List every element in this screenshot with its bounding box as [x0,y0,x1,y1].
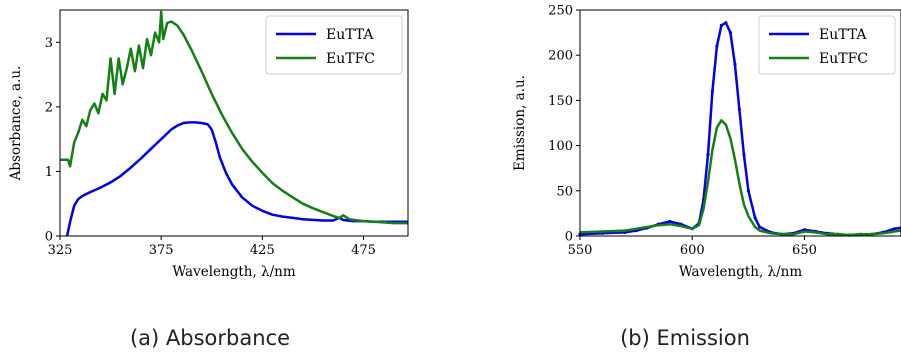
em-series-line-eutfc [579,119,901,237]
em-ytick-label: 150 [548,94,573,109]
abs-axes-frame [59,9,409,237]
abs-ytick-label: 0 [45,230,53,245]
abs-ytick-label: 2 [45,100,53,115]
em-point-eutta [758,225,762,229]
em-legend-box [758,15,896,75]
em-legend-label-eutfc: EuTFC [819,51,868,67]
em-point-eutta [753,216,757,220]
caption-b: (b) Emission [620,326,750,350]
em-ytick-label: 100 [548,139,573,154]
em-point-eutta [728,30,733,35]
abs-xlabel: Wavelength, λ/nm [172,264,296,280]
em-point-eutta [737,107,742,111]
em-point-eutta [733,62,737,66]
em-xlabel: Wavelength, λ/nm [679,264,803,280]
em-point-eutta [724,21,728,25]
emission-chart: 550 600 650 0 50 100 150 200 250 Wavelength, λ/nm… [512,4,901,280]
em-xtick-label: 550 [568,243,593,258]
em-ytick-label: 250 [548,4,573,19]
abs-xtick-label: 325 [48,243,73,258]
em-ytick-label: 0 [565,230,573,245]
abs-legend-box [265,15,403,75]
em-ylabel: Emission, a.u. [512,75,528,171]
abs-ytick-label: 3 [45,36,53,51]
em-xtick-label: 650 [792,243,817,258]
abs-ytick-label: 1 [45,165,53,180]
em-point-eutta [706,153,710,157]
em-ytick-label: 50 [556,184,573,199]
abs-legend-label-eutfc: EuTFC [326,51,375,67]
em-point-eutta [742,153,746,157]
em-point-eutta [746,189,751,193]
em-xtick-label: 600 [680,243,705,258]
abs-xtick-label: 375 [149,243,174,258]
abs-series-line-eutfc [60,10,408,225]
abs-xtick-label: 425 [250,243,275,258]
em-point-eutta [715,44,719,48]
abs-series-line-eutta [65,121,408,237]
em-point-eutta [710,89,715,93]
em-point-eutta [892,227,896,231]
caption-a: (a) Absorbance [130,326,290,350]
abs-legend-label-eutta: EuTTA [326,27,374,43]
abs-ylabel: Absorbance, a.u. [8,66,24,182]
em-ytick-label: 200 [548,49,573,64]
absorbance-chart: 325 375 425 475 0 1 2 3 Wavelength, λ/nm Absorban… [8,9,409,280]
em-axes-frame [579,9,901,237]
em-legend-label-eutta: EuTTA [819,27,867,43]
em-point-eutta [719,23,724,27]
abs-xtick-label: 475 [351,243,376,258]
em-point-eutta [668,219,672,224]
